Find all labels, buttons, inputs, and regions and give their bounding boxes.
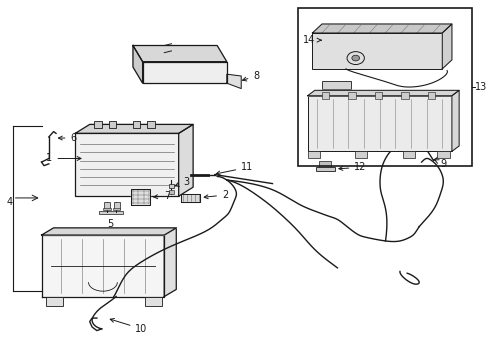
Bar (75, 134, 178, 196)
Bar (348, 92, 355, 99)
Text: 5: 5 (107, 220, 113, 229)
Text: 12: 12 (338, 162, 366, 172)
Bar (374, 92, 382, 99)
Bar (147, 121, 154, 128)
Bar (168, 184, 174, 188)
Bar (307, 151, 319, 158)
Bar (427, 92, 434, 99)
Bar (402, 151, 414, 158)
Bar (401, 92, 408, 99)
Text: 6: 6 (59, 133, 77, 143)
Text: 11: 11 (216, 162, 253, 175)
Bar (297, 8, 471, 166)
Text: 3: 3 (175, 177, 189, 187)
Circle shape (351, 55, 359, 61)
Polygon shape (307, 90, 458, 96)
Bar (94, 121, 102, 128)
Polygon shape (41, 228, 176, 235)
Bar (104, 202, 110, 209)
Bar (319, 161, 330, 167)
Text: 10: 10 (110, 319, 147, 334)
Bar (307, 96, 451, 151)
Polygon shape (133, 45, 226, 62)
Text: 4: 4 (6, 197, 12, 207)
Polygon shape (41, 235, 164, 297)
Text: 8: 8 (242, 71, 259, 81)
Bar (103, 208, 111, 211)
Bar (99, 211, 123, 214)
Polygon shape (312, 24, 451, 33)
Polygon shape (75, 125, 193, 134)
Bar (133, 121, 140, 128)
Polygon shape (142, 62, 226, 83)
Bar (114, 202, 119, 209)
Bar (322, 81, 350, 89)
Text: 7: 7 (153, 191, 170, 201)
Polygon shape (130, 189, 149, 205)
Bar (312, 33, 441, 69)
Polygon shape (133, 45, 142, 83)
Text: 2: 2 (204, 190, 228, 200)
Polygon shape (441, 24, 451, 69)
Text: 13: 13 (473, 82, 486, 92)
Bar (437, 151, 448, 158)
Polygon shape (181, 194, 200, 202)
Bar (315, 167, 334, 171)
Bar (46, 297, 63, 306)
Bar (168, 190, 174, 194)
Text: 1: 1 (46, 153, 81, 163)
Bar (322, 92, 328, 99)
Polygon shape (451, 90, 458, 151)
Bar (109, 121, 116, 128)
Bar (145, 297, 162, 306)
Text: 14: 14 (302, 35, 321, 45)
Polygon shape (226, 74, 241, 89)
Polygon shape (178, 125, 193, 196)
Bar (354, 151, 366, 158)
Polygon shape (164, 228, 176, 297)
Text: 9: 9 (434, 159, 446, 169)
Bar (113, 208, 120, 211)
